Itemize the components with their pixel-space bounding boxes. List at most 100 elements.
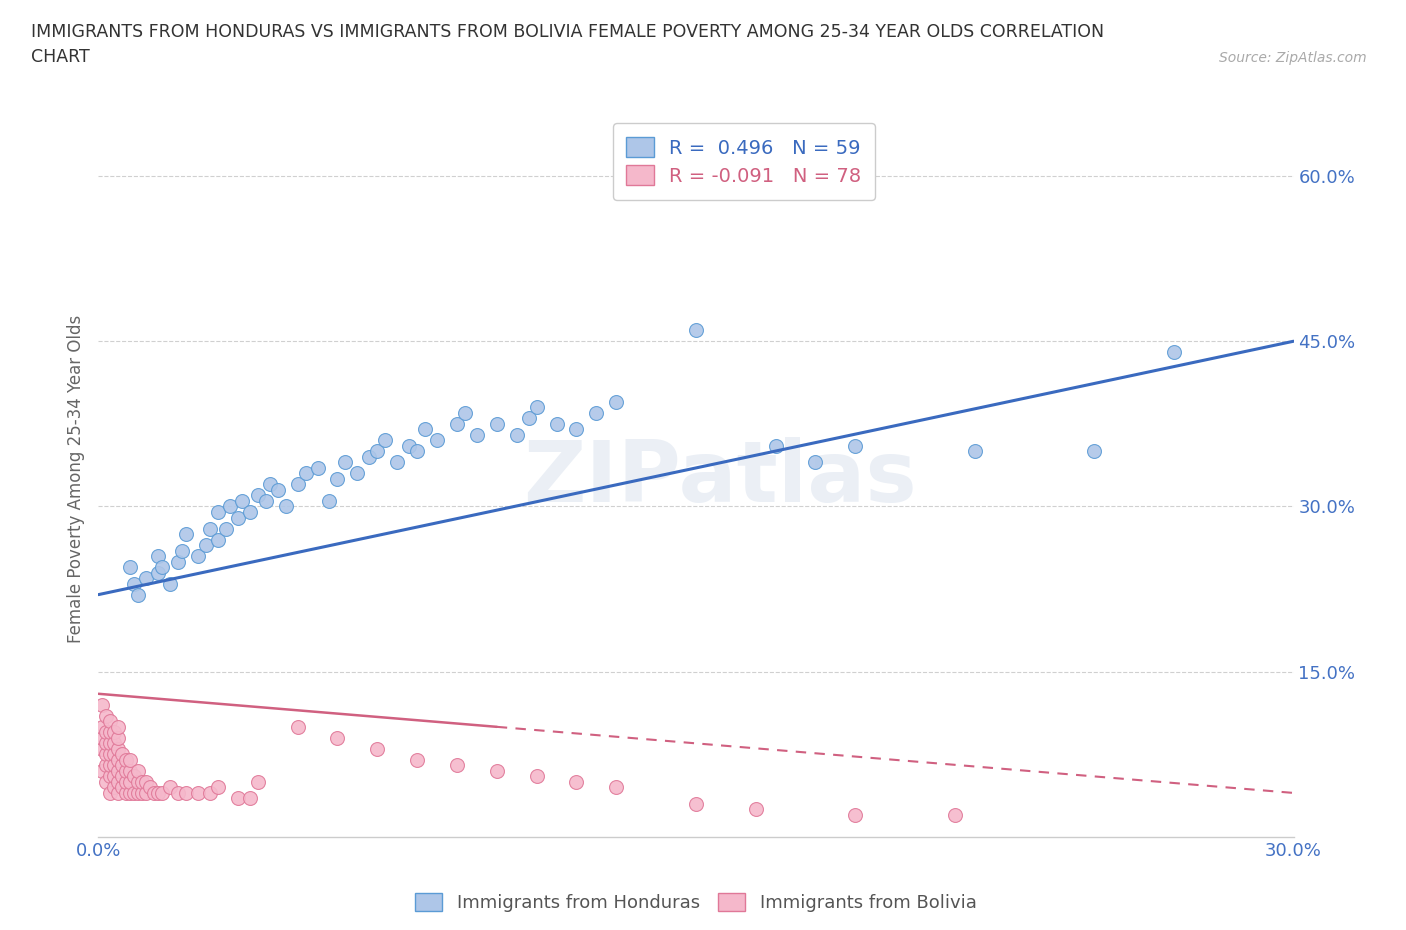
Point — [91, 730, 114, 745]
Point — [219, 499, 242, 514]
Text: ZIPatlas: ZIPatlas — [523, 437, 917, 521]
Point — [585, 405, 607, 420]
Point — [127, 587, 149, 602]
Point — [98, 714, 122, 729]
Point — [96, 758, 118, 773]
Point — [103, 769, 125, 784]
Point — [120, 786, 142, 801]
Text: Source: ZipAtlas.com: Source: ZipAtlas.com — [1219, 51, 1367, 65]
Point — [366, 741, 388, 756]
Point — [446, 758, 468, 773]
Point — [804, 455, 827, 470]
Point — [844, 807, 866, 822]
Point — [844, 438, 866, 453]
Point — [159, 577, 181, 591]
Point — [115, 775, 138, 790]
Point — [127, 764, 149, 778]
Point — [454, 405, 477, 420]
Point — [685, 323, 707, 338]
Point — [215, 521, 238, 536]
Point — [195, 538, 218, 552]
Point — [98, 724, 122, 739]
Point — [124, 769, 146, 784]
Point — [198, 786, 221, 801]
Point — [91, 764, 114, 778]
Point — [98, 769, 122, 784]
Point — [150, 560, 173, 575]
Point — [103, 758, 125, 773]
Point — [120, 764, 142, 778]
Point — [98, 786, 122, 801]
Point — [254, 494, 277, 509]
Y-axis label: Female Poverty Among 25-34 Year Olds: Female Poverty Among 25-34 Year Olds — [66, 315, 84, 643]
Point — [115, 752, 138, 767]
Point — [127, 786, 149, 801]
Point — [115, 786, 138, 801]
Point — [120, 560, 142, 575]
Point — [506, 428, 529, 443]
Point — [187, 786, 209, 801]
Point — [406, 444, 429, 458]
Point — [485, 417, 508, 432]
Point — [167, 554, 190, 569]
Point — [565, 422, 588, 437]
Point — [326, 730, 349, 745]
Point — [485, 764, 508, 778]
Point — [287, 477, 309, 492]
Point — [187, 549, 209, 564]
Point — [207, 532, 229, 547]
Point — [120, 752, 142, 767]
Point — [124, 786, 146, 801]
Point — [294, 466, 316, 481]
Point — [398, 438, 420, 453]
Point — [107, 752, 129, 767]
Point — [366, 444, 388, 458]
Point — [107, 775, 129, 790]
Point — [107, 730, 129, 745]
Point — [111, 747, 134, 762]
Point — [172, 543, 194, 558]
Point — [426, 433, 449, 448]
Point — [685, 796, 707, 811]
Point — [107, 764, 129, 778]
Point — [103, 724, 125, 739]
Point — [131, 786, 153, 801]
Point — [226, 791, 249, 806]
Point — [307, 460, 329, 475]
Point — [150, 786, 173, 801]
Point — [107, 786, 129, 801]
Point — [465, 428, 488, 443]
Point — [406, 752, 429, 767]
Point — [231, 494, 253, 509]
Point — [96, 724, 118, 739]
Point — [239, 505, 262, 520]
Legend: Immigrants from Honduras, Immigrants from Bolivia: Immigrants from Honduras, Immigrants fro… — [408, 885, 984, 919]
Point — [335, 455, 357, 470]
Point — [91, 741, 114, 756]
Point — [139, 780, 162, 795]
Point — [207, 780, 229, 795]
Point — [131, 775, 153, 790]
Point — [120, 775, 142, 790]
Point — [148, 565, 170, 580]
Point — [246, 775, 269, 790]
Point — [96, 736, 118, 751]
Point — [246, 488, 269, 503]
Point — [745, 802, 768, 817]
Point — [605, 780, 627, 795]
Point — [174, 526, 197, 541]
Point — [943, 807, 966, 822]
Point — [135, 571, 157, 586]
Point — [274, 499, 297, 514]
Point — [385, 455, 409, 470]
Point — [111, 780, 134, 795]
Point — [96, 747, 118, 762]
Point — [98, 736, 122, 751]
Point — [127, 775, 149, 790]
Point — [326, 472, 349, 486]
Point — [159, 780, 181, 795]
Point — [143, 786, 166, 801]
Point — [96, 709, 118, 724]
Point — [135, 786, 157, 801]
Text: IMMIGRANTS FROM HONDURAS VS IMMIGRANTS FROM BOLIVIA FEMALE POVERTY AMONG 25-34 Y: IMMIGRANTS FROM HONDURAS VS IMMIGRANTS F… — [31, 23, 1104, 66]
